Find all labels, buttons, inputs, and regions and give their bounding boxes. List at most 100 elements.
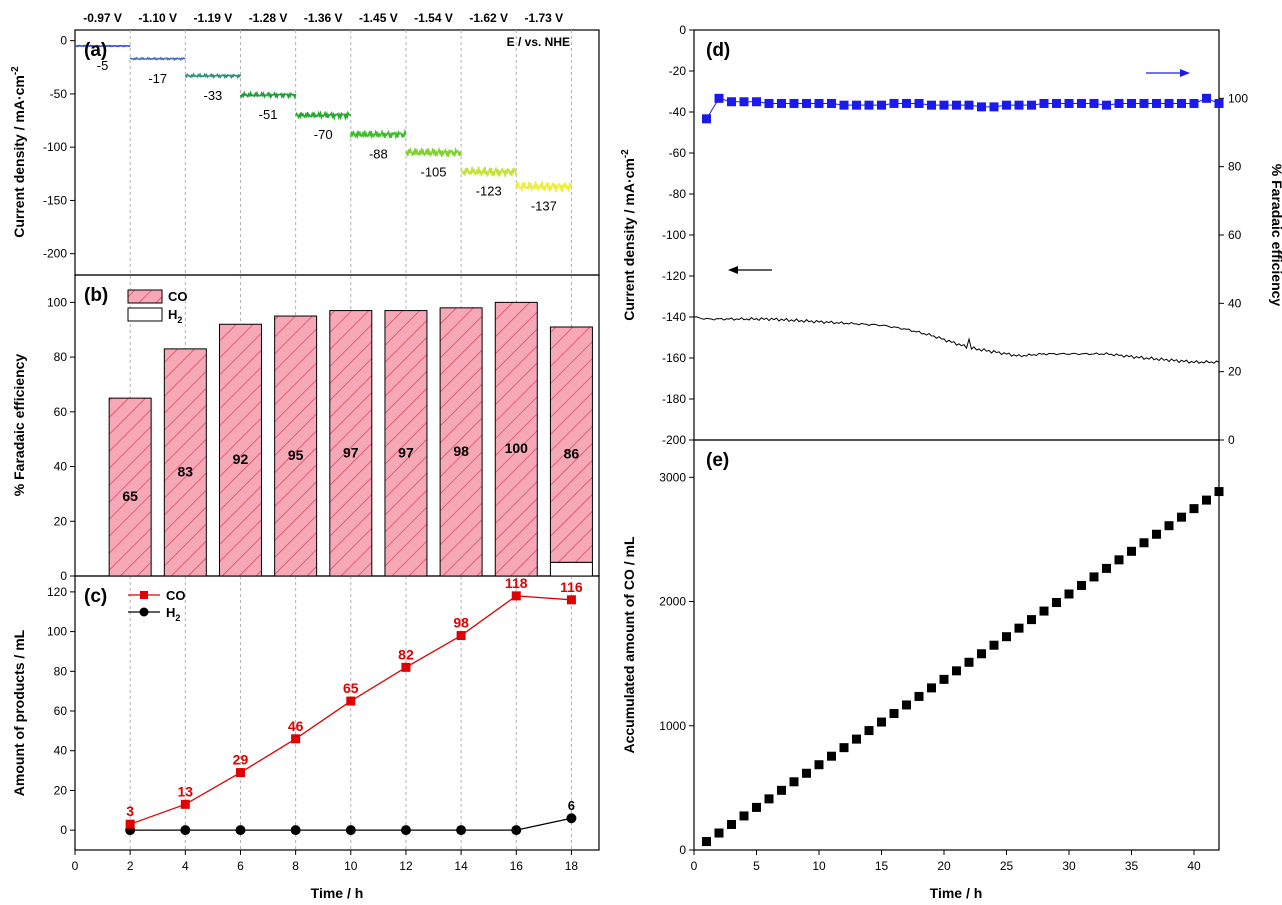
y-tick-label: 100 <box>47 295 67 309</box>
y-tick-label: 40 <box>54 460 68 474</box>
accumulated-co-point <box>1164 521 1174 531</box>
faradaic-efficiency-point <box>939 100 949 110</box>
panel-e-y-axis-title: Accumulated amount of CO / mL <box>621 536 637 753</box>
accumulated-co-point <box>752 802 761 812</box>
legend-h2-label: H2 <box>168 307 182 325</box>
y-tick-label: 60 <box>54 704 68 718</box>
y-tick-label: 3000 <box>659 470 686 484</box>
faradaic-efficiency-point <box>739 97 749 107</box>
co-bar <box>163 348 207 577</box>
potential-label: -1.73 V <box>524 11 563 25</box>
co-point-label: 65 <box>343 680 359 696</box>
faradaic-efficiency-point <box>902 98 911 108</box>
y2-tick-label: 100 <box>1228 91 1248 105</box>
y-tick-label: -20 <box>669 64 687 78</box>
y-tick-label: 20 <box>54 783 68 797</box>
h2-point <box>180 825 191 836</box>
accumulated-co-point <box>964 657 974 667</box>
faradaic-efficiency-point <box>1214 98 1224 108</box>
h2-point <box>400 825 411 836</box>
y-tick-label: -150 <box>43 193 67 207</box>
y-tick-label: 80 <box>54 664 68 678</box>
accumulated-co-point <box>864 726 874 736</box>
accumulated-co-point <box>989 640 999 650</box>
x-tick-label: 30 <box>1062 859 1076 873</box>
panel-c-x-axis-title: Time / h <box>311 885 364 901</box>
x-tick-label: 10 <box>344 859 358 873</box>
co-point <box>291 734 301 744</box>
x-tick-label: 0 <box>72 859 79 873</box>
y-tick-label: -40 <box>669 105 687 119</box>
panel-d-y-axis-title-sup: -2 <box>620 149 631 158</box>
current-axis-arrow-head <box>728 266 738 274</box>
potential-label: -1.19 V <box>194 11 233 25</box>
faradaic-efficiency-point <box>1039 98 1049 108</box>
faradaic-efficiency-point <box>1102 100 1111 110</box>
faradaic-efficiency-point <box>952 100 961 110</box>
y2-tick-label: 0 <box>1228 433 1235 447</box>
fe-axis-arrow-head <box>1180 69 1190 77</box>
y-tick-label: -120 <box>662 269 686 283</box>
h2-point <box>456 825 467 836</box>
co-point-label: 118 <box>505 575 528 591</box>
co-point <box>566 595 576 605</box>
accumulated-co-point <box>764 794 774 804</box>
y-tick-label: -200 <box>662 433 686 447</box>
faradaic-efficiency-point <box>1114 98 1124 108</box>
potential-label: -1.36 V <box>304 11 343 25</box>
accumulated-co-point <box>1127 546 1136 556</box>
co-point <box>235 768 245 778</box>
panel-a-frame <box>74 29 600 276</box>
accumulated-co-point <box>927 683 936 693</box>
accumulated-co-point <box>1039 606 1049 616</box>
potential-label: -1.10 V <box>138 11 177 25</box>
accumulated-co-point <box>1202 495 1211 505</box>
accumulated-co-point <box>1014 623 1024 633</box>
current-value-label: -33 <box>203 88 222 103</box>
potential-label: -0.97 V <box>83 11 122 25</box>
potential-label: -1.54 V <box>414 11 453 25</box>
co-bar-label: 92 <box>233 451 249 467</box>
co-bar <box>494 301 538 577</box>
co-point-label: 46 <box>288 718 304 734</box>
faradaic-efficiency-point <box>1127 98 1136 108</box>
potential-label: -1.28 V <box>249 11 288 25</box>
x-tick-label: 10 <box>812 859 826 873</box>
accumulated-co-point <box>977 649 986 659</box>
panel-e-label: (e) <box>706 450 729 471</box>
current-trace-segment <box>405 146 462 158</box>
accumulated-co-point <box>914 691 924 701</box>
accumulated-co-point <box>889 709 899 719</box>
x-tick-label: 4 <box>182 859 189 873</box>
y-tick-label: 0 <box>679 843 686 857</box>
h2-point <box>235 825 246 836</box>
panel-c-frame <box>74 575 600 851</box>
panel-a-y-axis-title-sup: -2 <box>10 66 21 75</box>
h2-bar <box>549 561 593 577</box>
panel-e-x-axis-title: Time / h <box>930 885 983 901</box>
co-point <box>511 591 521 601</box>
co-bar <box>549 326 593 563</box>
panel-d: 0 -20 -40 -60 -80 -100 -120 -140 -160 -180 -200 0 20… <box>662 23 1248 447</box>
accumulated-co-point <box>1089 572 1099 582</box>
faradaic-efficiency-point <box>789 98 799 108</box>
faradaic-efficiency-point <box>814 98 824 108</box>
faradaic-efficiency-point <box>714 93 724 103</box>
co-bar-label: 65 <box>122 488 138 504</box>
accumulated-co-point <box>1114 555 1124 565</box>
accumulated-co-point <box>1139 538 1149 548</box>
faradaic-efficiency-point <box>1027 100 1036 110</box>
x-tick-label: 0 <box>691 859 698 873</box>
current-density-trace <box>693 316 1220 364</box>
potential-label: -1.45 V <box>359 11 398 25</box>
accumulated-co-point <box>839 743 849 753</box>
co-point-label: 29 <box>233 752 249 768</box>
faradaic-efficiency-point <box>989 102 999 112</box>
co-bar-label: 95 <box>288 447 304 463</box>
faradaic-efficiency-point <box>802 98 811 108</box>
h2-point <box>290 825 301 836</box>
co-point-label: 13 <box>178 783 194 799</box>
accumulated-co-point <box>902 700 911 710</box>
accumulated-co-point <box>1052 598 1061 608</box>
